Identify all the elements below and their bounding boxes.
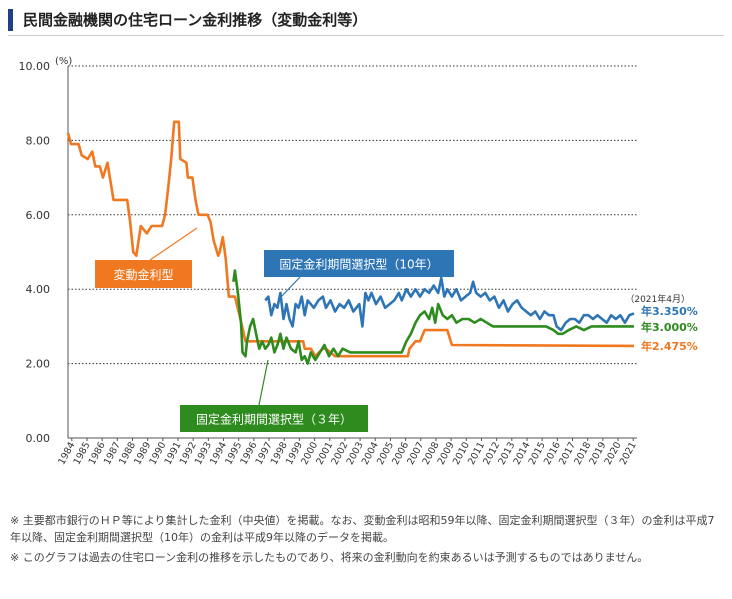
callout-box	[180, 405, 368, 432]
series-line-0	[66, 120, 635, 358]
callout-leader	[281, 276, 301, 297]
chart-labels: （2021年4月）年3.350% 年3.000% 年2.475%	[625, 293, 697, 353]
callout-box	[264, 250, 454, 277]
x-axis-ticks: 1984198519861987198819891990199119921993…	[56, 438, 639, 467]
series-line-1	[264, 276, 635, 332]
callout-label: 固定金利期間選択型（10年）	[279, 257, 438, 272]
callout-leader	[149, 227, 198, 261]
y-tick-label: 0.00	[26, 432, 51, 445]
chart-grid	[67, 65, 637, 439]
end-value-label: 年3.000%	[641, 320, 698, 334]
y-tick-label: 10.00	[19, 60, 51, 73]
footnote-1: ※ 主要都市銀行のＨＰ等により集計した金利（中央値）を掲載。なお、変動金利は昭和…	[10, 514, 715, 544]
footnote-2: ※ このグラフは過去の住宅ローン金利の推移を示したものであり、将来の金利動向を約…	[10, 551, 649, 564]
as-of-label: （2021年4月）	[625, 293, 690, 305]
title-header: 民間金融機関の住宅ローン金利推移（変動金利等）	[8, 7, 724, 36]
y-tick-label: 4.00	[26, 283, 51, 296]
callout-label: 変動金利型	[113, 267, 173, 282]
chart-callouts: 変動金利型 固定金利期間選択型（10年） 固定金利期間選択型（３年）	[95, 227, 454, 432]
title-accent-bar	[8, 9, 13, 31]
callout-leader	[258, 359, 269, 406]
y-tick-label: 6.00	[26, 209, 51, 222]
end-value-label: 年2.475%	[641, 339, 698, 353]
page-title: 民間金融機関の住宅ローン金利推移（変動金利等）	[23, 11, 368, 29]
y-tick-label: 8.00	[26, 134, 51, 147]
series-line-2	[232, 269, 634, 365]
chart-lines	[66, 120, 635, 365]
y-tick-label: 2.00	[26, 358, 51, 371]
callout-box	[95, 260, 192, 288]
y-unit-label: (%)	[55, 56, 72, 67]
end-value-label: 年3.350%	[641, 304, 698, 318]
y-axis-ticks: 0.00 2.00 4.00 6.00 8.00 10.00 (%)	[19, 56, 73, 445]
chart: 0.00 2.00 4.00 6.00 8.00 10.00 (%) 19841985198…	[19, 56, 698, 467]
callout-label: 固定金利期間選択型（３年）	[196, 412, 352, 427]
